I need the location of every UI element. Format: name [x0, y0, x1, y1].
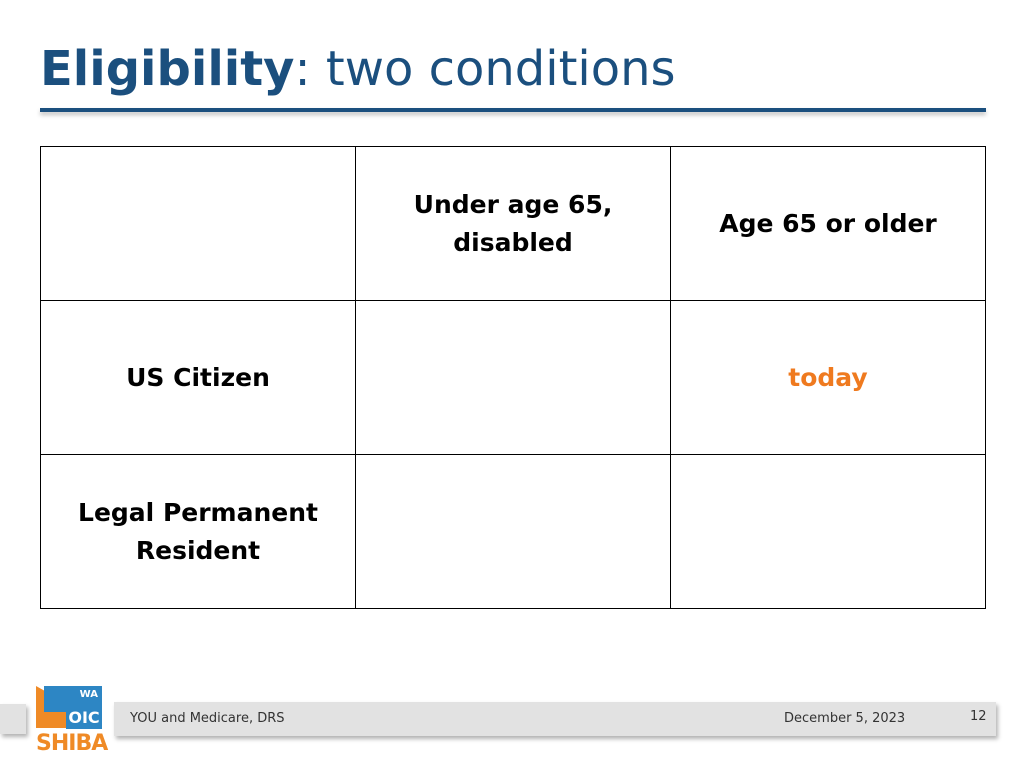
column-header-65-or-older: Age 65 or older — [670, 146, 986, 301]
logo-shiba-label: SHIBA — [36, 731, 108, 756]
footer-title: YOU and Medicare, DRS — [130, 711, 285, 726]
row-header-us-citizen: US Citizen — [40, 300, 356, 455]
table-row: Legal Permanent Resident — [40, 454, 986, 609]
eligibility-table: Under age 65, disabled Age 65 or older U… — [40, 146, 986, 609]
slide-title-rest: : two conditions — [294, 41, 676, 97]
logo-oic-label: OIC — [66, 707, 102, 729]
slide-title: Eligibility: two conditions — [40, 38, 676, 100]
footer-date: December 5, 2023 — [784, 711, 906, 726]
column-header-under-65: Under age 65, disabled — [355, 146, 671, 301]
table-corner-cell — [40, 146, 356, 301]
footer-bar — [114, 702, 996, 736]
table-header-row: Under age 65, disabled Age 65 or older — [40, 146, 986, 301]
table-row: US Citizen today — [40, 300, 986, 455]
slide-title-bold: Eligibility — [40, 41, 295, 97]
cell-resident-65-or-older — [670, 454, 986, 609]
row-header-legal-permanent-resident: Legal Permanent Resident — [40, 454, 356, 609]
cell-citizen-65-or-older: today — [670, 300, 986, 455]
cell-citizen-under-65 — [355, 300, 671, 455]
page-number: 12 — [970, 709, 987, 724]
cell-resident-under-65 — [355, 454, 671, 609]
footer-left-stub — [0, 704, 26, 734]
title-underline — [40, 108, 986, 112]
